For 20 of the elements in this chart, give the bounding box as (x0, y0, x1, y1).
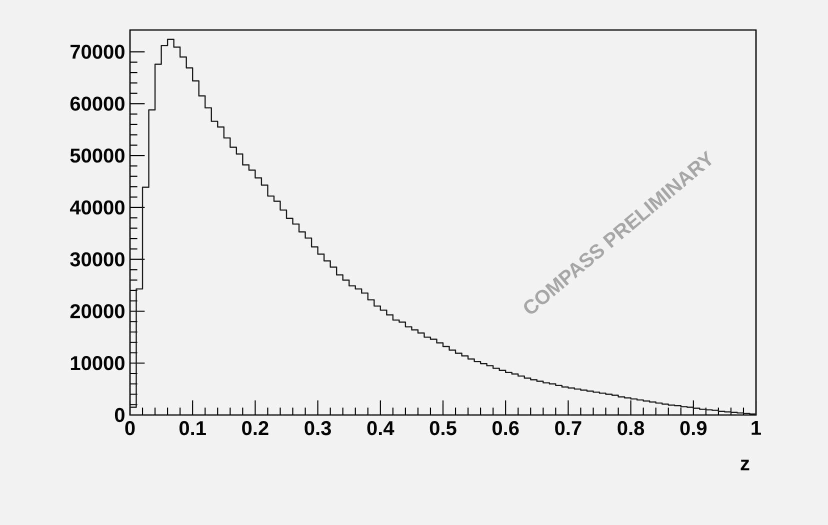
x-tick-label: 0.7 (555, 421, 582, 436)
x-tick-label: 0.8 (618, 421, 644, 436)
x-tick-label: 0.9 (680, 421, 707, 436)
y-tick-label: 60000 (70, 96, 124, 111)
y-tick-label: 0 (114, 408, 124, 422)
y-tick-label: 50000 (70, 148, 124, 163)
x-tick-label: 0.3 (304, 421, 331, 436)
x-tick-label: 0.5 (430, 421, 456, 436)
x-tick-label: 0.6 (492, 421, 519, 436)
y-tick-label: 70000 (70, 44, 124, 59)
x-tick-label: 0.2 (242, 421, 268, 436)
x-axis-title: z (740, 460, 750, 470)
y-tick-label: 20000 (70, 304, 124, 318)
x-tick-label: 1 (752, 421, 762, 435)
x-tick-label: 0.1 (179, 421, 206, 436)
x-tick-label: 0.4 (367, 421, 394, 436)
x-tick-label: 0 (125, 421, 135, 436)
y-tick-label: 10000 (70, 356, 124, 370)
y-tick-label: 30000 (70, 252, 124, 266)
y-tick-label: 40000 (70, 200, 124, 215)
